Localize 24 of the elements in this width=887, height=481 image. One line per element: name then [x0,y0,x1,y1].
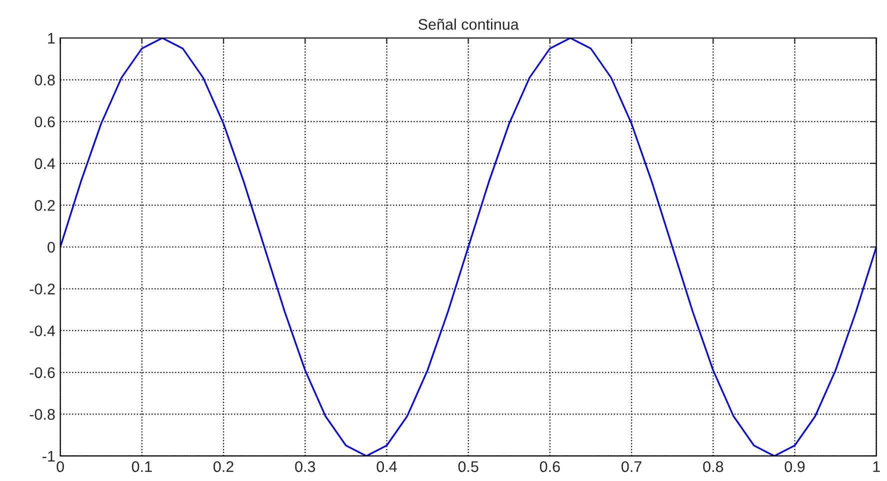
x-tick-label: 0.3 [295,461,316,472]
line-series [60,38,876,456]
y-tick-label: -1 [42,451,55,462]
x-tick-label: 0.2 [214,461,234,472]
y-tick-label: -0.6 [30,367,55,378]
y-tick-label: 1 [48,33,55,44]
x-tick-label: 0.9 [784,461,805,472]
y-tick-label: -0.8 [30,409,55,420]
y-tick-label: 0.6 [34,116,55,128]
y-tick-label: 0.4 [34,158,56,170]
x-tick-label: 0 [56,461,64,472]
y-tick-label: 0.2 [34,200,55,211]
x-tick-label: 0.4 [376,461,397,472]
x-tick-label: 0.8 [703,461,724,472]
x-tick-label: 0.1 [132,461,152,472]
x-tick-label: 0.7 [622,461,642,472]
chart-title: Señal continua [418,18,519,30]
x-tick-label: 0.6 [540,461,560,472]
x-tick-label: 1 [873,461,880,472]
x-tick-label: 0.5 [458,461,478,472]
y-tick-label: -0.4 [30,325,56,336]
y-tick-label: -0.2 [30,284,55,294]
y-tick-label: 0.8 [34,74,55,86]
y-tick-label: 0 [48,242,55,253]
